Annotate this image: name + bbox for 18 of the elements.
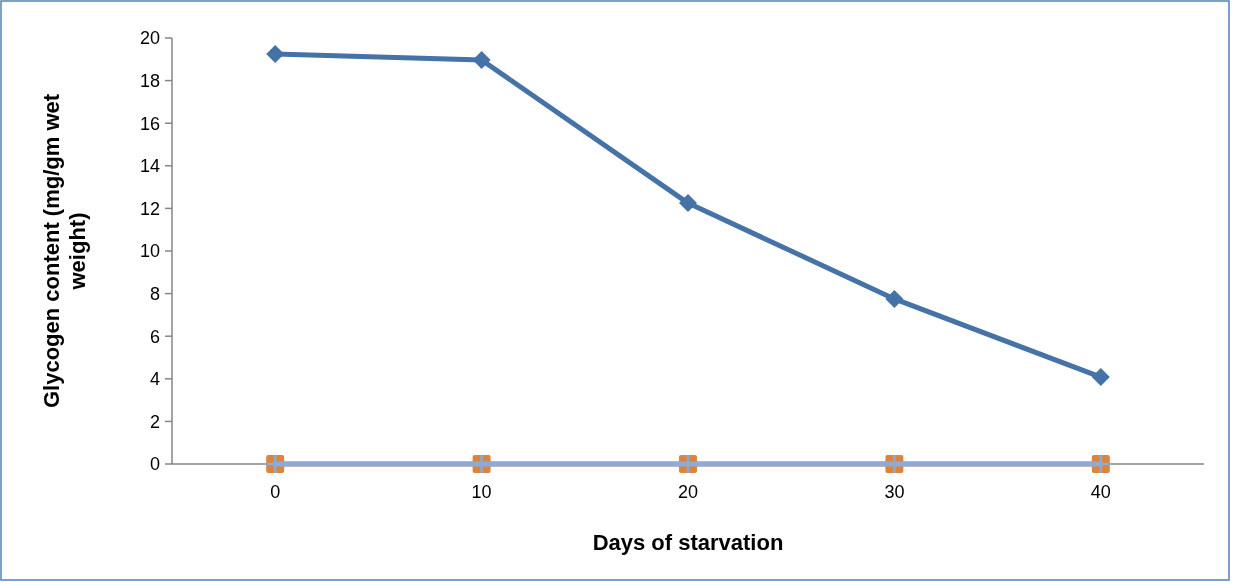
y-axis-title: Glycogen content (mg/gm wet weight) (38, 93, 91, 409)
y-tick-label: 20 (139, 28, 160, 49)
y-tick-label: 4 (149, 369, 160, 390)
y-tick-label: 8 (149, 283, 160, 304)
x-tick-label: 20 (677, 482, 699, 502)
y-tick-label: 6 (149, 326, 160, 347)
y-tick-label: 18 (139, 70, 160, 91)
y-tick-label: 16 (139, 113, 160, 134)
x-tick-label: 40 (1090, 482, 1111, 502)
y-tick-label: 10 (139, 241, 160, 262)
x-tick-label: 30 (884, 482, 905, 502)
y-tick-label: 14 (139, 156, 160, 177)
x-axis-title: Days of starvation (592, 530, 784, 555)
y-tick-label: 12 (139, 198, 160, 219)
y-tick-label: 0 (149, 454, 160, 475)
x-tick-label: 10 (471, 482, 492, 502)
x-tick-label: 0 (270, 482, 281, 502)
y-tick-label: 2 (149, 411, 160, 432)
